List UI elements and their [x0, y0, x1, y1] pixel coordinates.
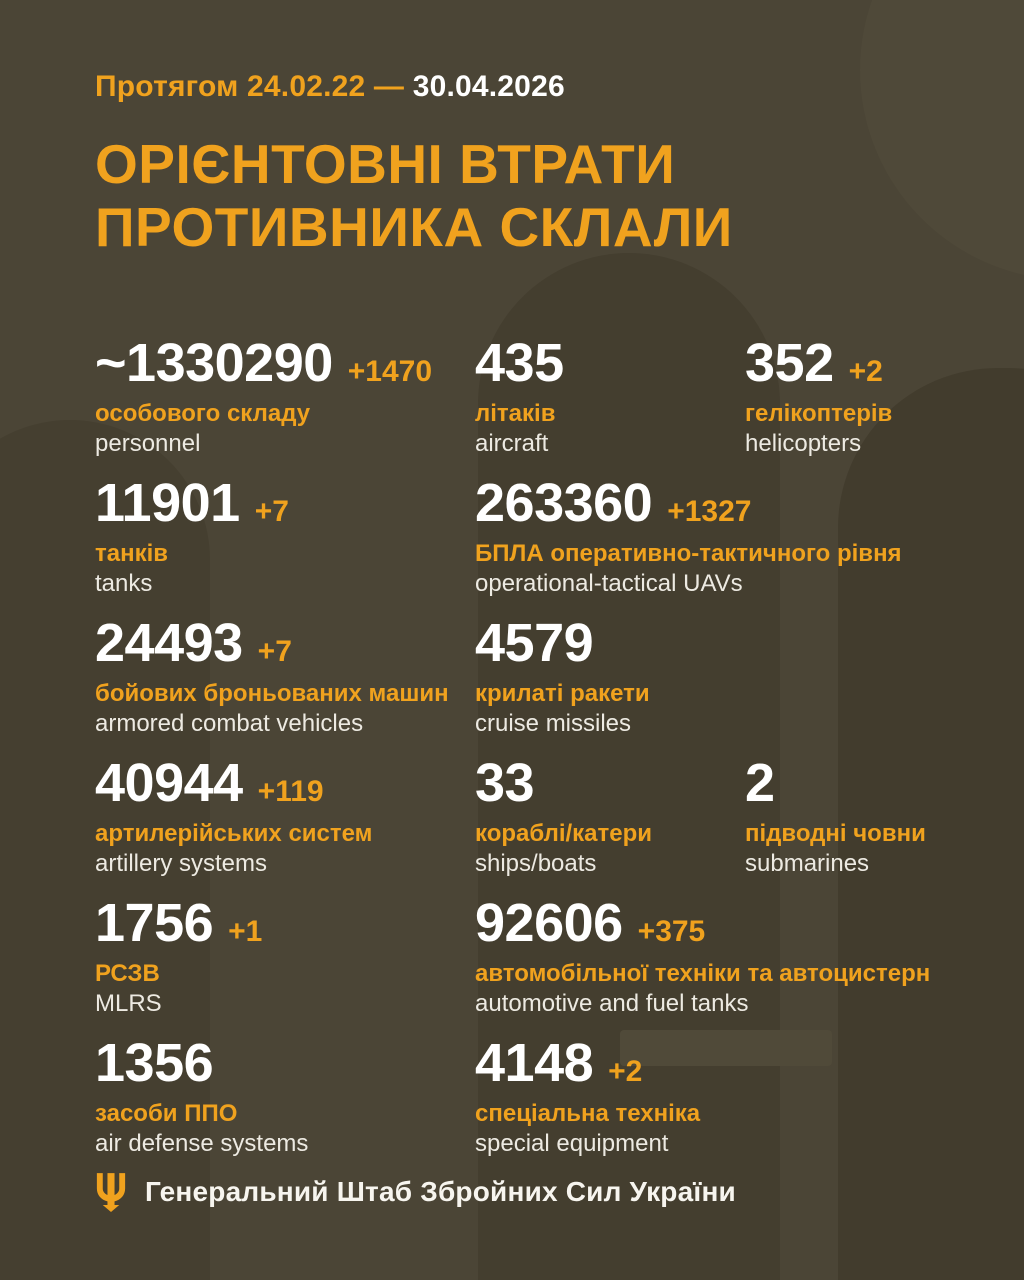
- stat-value: 263360: [475, 473, 653, 534]
- stat-mlrs: 1756 +1 РСЗВ MLRS: [95, 896, 475, 1036]
- period-label: Протягом 24.02.22 —: [95, 70, 405, 103]
- stat-label-en: submarines: [745, 849, 870, 877]
- stat-delta: +2: [848, 355, 883, 389]
- stat-delta: +7: [254, 495, 289, 529]
- stat-value: 33: [475, 753, 535, 814]
- stat-label-uk: особового складу: [95, 400, 311, 428]
- stat-submarines: 2 підводні човни submarines: [745, 756, 994, 896]
- stat-value-row: 4148 +2: [475, 1036, 994, 1091]
- stat-label-en: artillery systems: [95, 849, 268, 877]
- stat-armored-combat-vehicles: 24493 +7 бойових броньованих машин armor…: [95, 616, 475, 756]
- stat-delta: +375: [637, 915, 706, 949]
- stat-value: 4148: [475, 1033, 594, 1094]
- stat-label-en: air defense systems: [95, 1129, 309, 1157]
- stat-value: 4579: [475, 613, 594, 674]
- stat-cruise-missiles: 4579 крилаті ракети cruise missiles: [475, 616, 994, 756]
- stat-label-en: tanks: [95, 569, 153, 597]
- stat-label-uk: бойових броньованих машин: [95, 680, 449, 708]
- stat-value-row: 4579: [475, 616, 994, 671]
- stat-label-uk: РСЗВ: [95, 960, 160, 988]
- stat-label-en: special equipment: [475, 1129, 669, 1157]
- stat-delta: +1327: [667, 495, 752, 529]
- title-line-1: ОРІЄНТОВНІ ВТРАТИ: [95, 133, 676, 195]
- stat-label-en: MLRS: [95, 989, 162, 1017]
- stat-delta: +1470: [347, 355, 433, 389]
- stat-value: 24493: [95, 613, 243, 674]
- stat-label-uk: танків: [95, 540, 169, 568]
- stat-value-row: 2: [745, 756, 994, 811]
- stat-label-uk: кораблі/катери: [475, 820, 653, 848]
- stat-label-en: personnel: [95, 429, 201, 457]
- org-name: Генеральний Штаб Збройних Сил України: [145, 1176, 736, 1207]
- stat-label-uk: гелікоптерів: [745, 400, 893, 428]
- footer: Генеральний Штаб Збройних Сил України: [95, 1172, 736, 1212]
- stat-value-row: 11901 +7: [95, 476, 475, 531]
- stat-label-uk: літаків: [475, 400, 556, 428]
- stat-value: 352: [745, 333, 834, 394]
- stat-value-row: 92606 +375: [475, 896, 994, 951]
- stat-label-uk: підводні човни: [745, 820, 926, 848]
- stat-delta: +7: [257, 635, 292, 669]
- stat-label-en: operational-tactical UAVs: [475, 569, 743, 597]
- stat-label-en: ships/boats: [475, 849, 597, 877]
- stat-value: 1756: [95, 893, 214, 954]
- stat-automotive-fuel-tanks: 92606 +375 автомобільної техніки та авто…: [475, 896, 994, 1036]
- report-period: Протягом 24.02.22 — 30.04.2026: [95, 70, 994, 103]
- stat-label-uk: спеціальна техніка: [475, 1100, 701, 1128]
- trident-icon: [95, 1172, 127, 1212]
- stat-label-en: automotive and fuel tanks: [475, 989, 749, 1017]
- stat-label-uk: засоби ППО: [95, 1100, 238, 1128]
- stat-label-en: helicopters: [745, 429, 862, 457]
- title-line-2: ПРОТИВНИКА СКЛАЛИ: [95, 195, 733, 258]
- stat-value: 92606: [475, 893, 623, 954]
- content: Протягом 24.02.22 — 30.04.2026 ОРІЄНТОВН…: [95, 70, 994, 1176]
- stat-delta: +2: [608, 1055, 643, 1089]
- report-date: 30.04.2026: [412, 70, 565, 103]
- stat-value-row: 263360 +1327: [475, 476, 994, 531]
- stat-tanks: 11901 +7 танків tanks: [95, 476, 475, 616]
- stat-label-en: aircraft: [475, 429, 549, 457]
- stat-value-row: 24493 +7: [95, 616, 475, 671]
- stat-operational-tactical-uavs: 263360 +1327 БПЛА оперативно-тактичного …: [475, 476, 994, 616]
- stat-label-uk: крилаті ракети: [475, 680, 650, 708]
- stat-artillery-systems: 40944 +119 артилерійських систем artille…: [95, 756, 475, 896]
- stat-ships-boats: 33 кораблі/катери ships/boats: [475, 756, 745, 896]
- stat-aircraft: 435 літаків aircraft: [475, 336, 745, 476]
- stat-value: 435: [475, 333, 564, 394]
- stat-value-row: 435: [475, 336, 745, 391]
- stat-value-row: 33: [475, 756, 745, 811]
- stat-label-en: cruise missiles: [475, 709, 632, 737]
- stat-personnel: ~1330290 +1470 особового складу personne…: [95, 336, 475, 476]
- stat-value: 2: [745, 753, 775, 814]
- stat-value: 11901: [95, 473, 240, 534]
- stat-helicopters: 352 +2 гелікоптерів helicopters: [745, 336, 994, 476]
- stat-value-row: 40944 +119: [95, 756, 475, 811]
- stat-value: ~1330290: [95, 333, 333, 394]
- losses-grid: ~1330290 +1470 особового складу personne…: [95, 336, 994, 1176]
- stat-delta: +119: [257, 775, 324, 809]
- stat-delta: +1: [228, 915, 263, 949]
- stat-value: 40944: [95, 753, 243, 814]
- stat-air-defense-systems: 1356 засоби ППО air defense systems: [95, 1036, 475, 1176]
- stat-label-uk: БПЛА оперативно-тактичного рівня: [475, 540, 902, 568]
- stat-label-uk: артилерійських систем: [95, 820, 373, 848]
- stat-value-row: 352 +2: [745, 336, 994, 391]
- page-title: ОРІЄНТОВНІ ВТРАТИ ПРОТИВНИКА СКЛАЛИ: [95, 133, 994, 258]
- stat-label-en: armored combat vehicles: [95, 709, 364, 737]
- stat-value: 1356: [95, 1033, 214, 1094]
- stat-value-row: ~1330290 +1470: [95, 336, 475, 391]
- stat-special-equipment: 4148 +2 спеціальна техніка special equip…: [475, 1036, 994, 1176]
- stat-label-uk: автомобільної техніки та автоцистерн: [475, 960, 931, 988]
- stat-value-row: 1356: [95, 1036, 475, 1091]
- stat-value-row: 1756 +1: [95, 896, 475, 951]
